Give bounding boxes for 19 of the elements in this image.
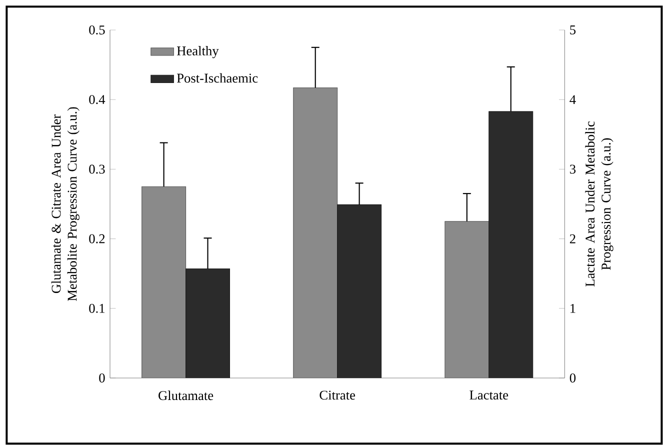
- y2-axis-title: Lactate Area Under Metabolic Progression Curve (a.u.): [585, 121, 614, 287]
- y-axis-title: Glutamate & Citrate Area Under Metabolite Progression Curve (a.u.): [51, 107, 80, 301]
- y2-tick-label: 0: [570, 373, 576, 382]
- y-tick-label: 0.4: [89, 95, 106, 104]
- x-tick-label: Lactate: [470, 390, 508, 400]
- y2-tick-label: 3: [570, 164, 576, 174]
- y2-tick-label: 1: [570, 304, 576, 313]
- y-tick-label: 0: [99, 373, 105, 382]
- y2-tick-label: 4: [570, 95, 576, 104]
- y-tick-label: 0.2: [89, 234, 105, 244]
- x-tick-label: Citrate: [320, 390, 356, 400]
- x-tick-label: Glutamate: [158, 390, 214, 400]
- y2-tick-label: 2: [570, 234, 576, 244]
- legend-label: Healthy: [176, 46, 219, 58]
- y-tick-label: 0.5: [89, 25, 105, 35]
- y-tick-label: 0.3: [89, 164, 105, 174]
- y-tick-label: 0.1: [89, 304, 105, 313]
- legend-label: Post-Ischaemic: [176, 73, 258, 83]
- y2-tick-label: 5: [570, 26, 576, 34]
